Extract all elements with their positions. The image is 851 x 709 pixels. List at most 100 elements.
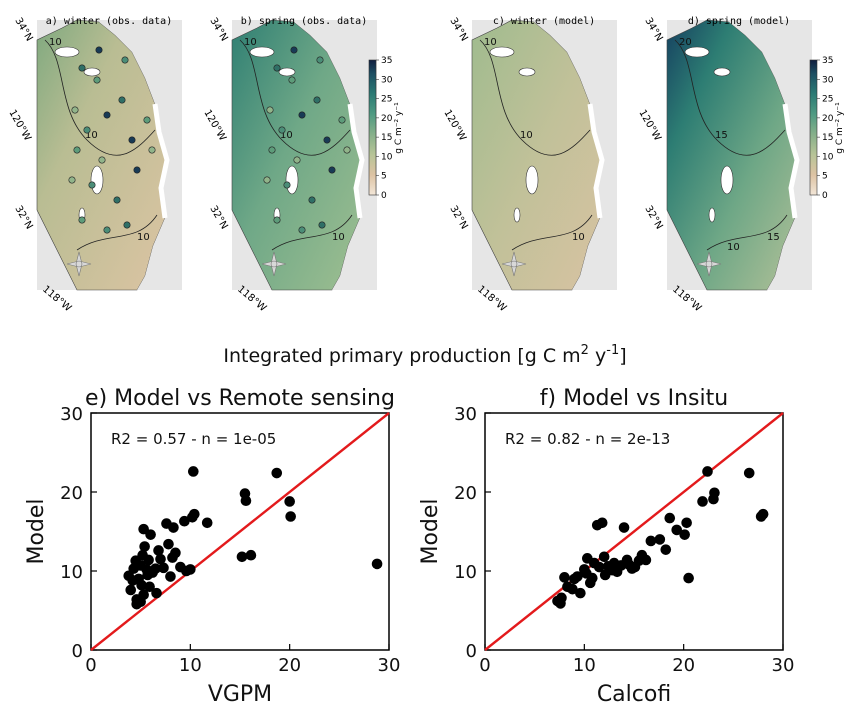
- map-panel-1: 10 10 10 a) winter (obs. data) 34°N 120°W 32°N…: [6, 16, 182, 314]
- data-point: [144, 581, 155, 593]
- data-point: [170, 547, 181, 559]
- contour-label: 10: [727, 242, 740, 253]
- contour-label: 10: [49, 37, 62, 48]
- colorbar-tick-label: 5: [822, 172, 828, 182]
- data-point: [743, 467, 755, 479]
- obs-station: [83, 126, 91, 134]
- island: [720, 165, 734, 195]
- island: [713, 67, 731, 77]
- obs-station: [263, 176, 271, 184]
- data-point: [640, 554, 652, 566]
- lon-label: 120°W: [636, 108, 663, 143]
- main-title-text: Integrated primary production [g C m: [223, 345, 580, 367]
- colorbar-label: g C m⁻² y⁻¹: [835, 102, 845, 154]
- data-point: [201, 517, 213, 529]
- colorbar-tick-label: 25: [822, 95, 833, 105]
- data-point: [679, 529, 690, 540]
- colorbar-tick-label: 20: [822, 114, 834, 124]
- x-axis-label: VGPM: [208, 682, 272, 707]
- data-point: [618, 522, 630, 533]
- data-point: [153, 545, 164, 556]
- data-point: [150, 563, 161, 574]
- data-point: [151, 587, 162, 599]
- contour-label: 10: [244, 37, 257, 48]
- x-tick-label: 20: [278, 655, 301, 676]
- data-point: [139, 541, 150, 552]
- obs-station: [298, 226, 306, 234]
- data-point: [145, 529, 156, 540]
- contour-label: 10: [137, 232, 150, 243]
- colorbar-gradient: [809, 59, 818, 196]
- data-point: [757, 508, 769, 520]
- data-point: [654, 534, 666, 545]
- obs-station: [283, 181, 291, 189]
- data-point: [596, 517, 608, 529]
- contour-label: 20: [679, 37, 692, 48]
- lat-label: 32°N: [12, 204, 34, 231]
- data-point: [681, 517, 692, 529]
- obs-station: [266, 106, 274, 114]
- obs-station: [273, 64, 281, 72]
- island: [518, 67, 536, 77]
- compass-rose-icon: [696, 251, 722, 277]
- colorbar-tick-label: 35: [822, 56, 833, 66]
- lon-label: 120°W: [201, 108, 228, 143]
- colorbar-tick-label: 20: [381, 114, 393, 124]
- contour-label: 10: [572, 232, 585, 243]
- colorbars: 35 30 25 20 15 10 5 0 g C m⁻² y⁻¹ 35 30 25 20 15 10 5 0 g…: [368, 56, 845, 201]
- obs-station: [298, 111, 306, 119]
- colorbar-tick-label: 15: [822, 133, 833, 143]
- obs-station: [78, 216, 86, 224]
- compass-rose-icon: [261, 251, 287, 277]
- lat-label: 34°N: [12, 16, 34, 43]
- island: [513, 207, 521, 223]
- data-point: [556, 592, 567, 604]
- contour-line: [674, 39, 786, 156]
- obs-station: [121, 56, 129, 64]
- land-mass: [99, 20, 182, 290]
- lat-label: 32°N: [642, 204, 664, 231]
- main-title-end: ]: [619, 345, 626, 367]
- obs-station: [103, 111, 111, 119]
- contour-line: [76, 214, 158, 251]
- contour-label: 10: [85, 130, 98, 141]
- plot-title: f) Model vs Insitu: [540, 386, 728, 411]
- lat-label: 34°N: [642, 16, 664, 43]
- stats-annotation: R2 = 0.57 - n = 1e-05: [111, 430, 276, 448]
- lat-label: 32°N: [207, 204, 229, 231]
- data-point: [575, 587, 586, 599]
- obs-station: [293, 156, 301, 164]
- map-title: d) spring (model): [688, 16, 790, 27]
- map-title: a) winter (obs. data): [46, 16, 172, 27]
- obs-station: [278, 126, 286, 134]
- data-point: [271, 467, 283, 479]
- contour-label: 10: [332, 232, 345, 243]
- obs-station: [268, 146, 276, 154]
- island: [278, 67, 296, 77]
- island: [83, 67, 101, 77]
- data-point: [671, 524, 683, 536]
- coastline: [347, 103, 365, 219]
- data-point: [179, 515, 190, 527]
- y-axis-label: Model: [24, 498, 49, 564]
- colorbar-tick-label: 30: [822, 75, 834, 85]
- contour-label: 10: [280, 130, 293, 141]
- obs-station: [103, 226, 111, 234]
- contour-line: [271, 214, 353, 251]
- data-point: [158, 562, 169, 574]
- y-tick-label: 0: [72, 641, 83, 662]
- obs-station: [288, 76, 296, 84]
- colorbar-gradient: [368, 59, 377, 196]
- data-point: [240, 495, 252, 506]
- lon-label: 120°W: [441, 108, 468, 143]
- obs-station: [338, 116, 346, 124]
- colorbar-label: g C m⁻² y⁻¹: [394, 102, 404, 154]
- y-tick-label: 0: [466, 641, 477, 662]
- contour-line: [706, 214, 788, 251]
- island: [285, 165, 299, 195]
- x-axis-label: Calcofi: [597, 682, 671, 707]
- one-to-one-line: [90, 412, 390, 651]
- x-tick-label: 0: [479, 655, 490, 676]
